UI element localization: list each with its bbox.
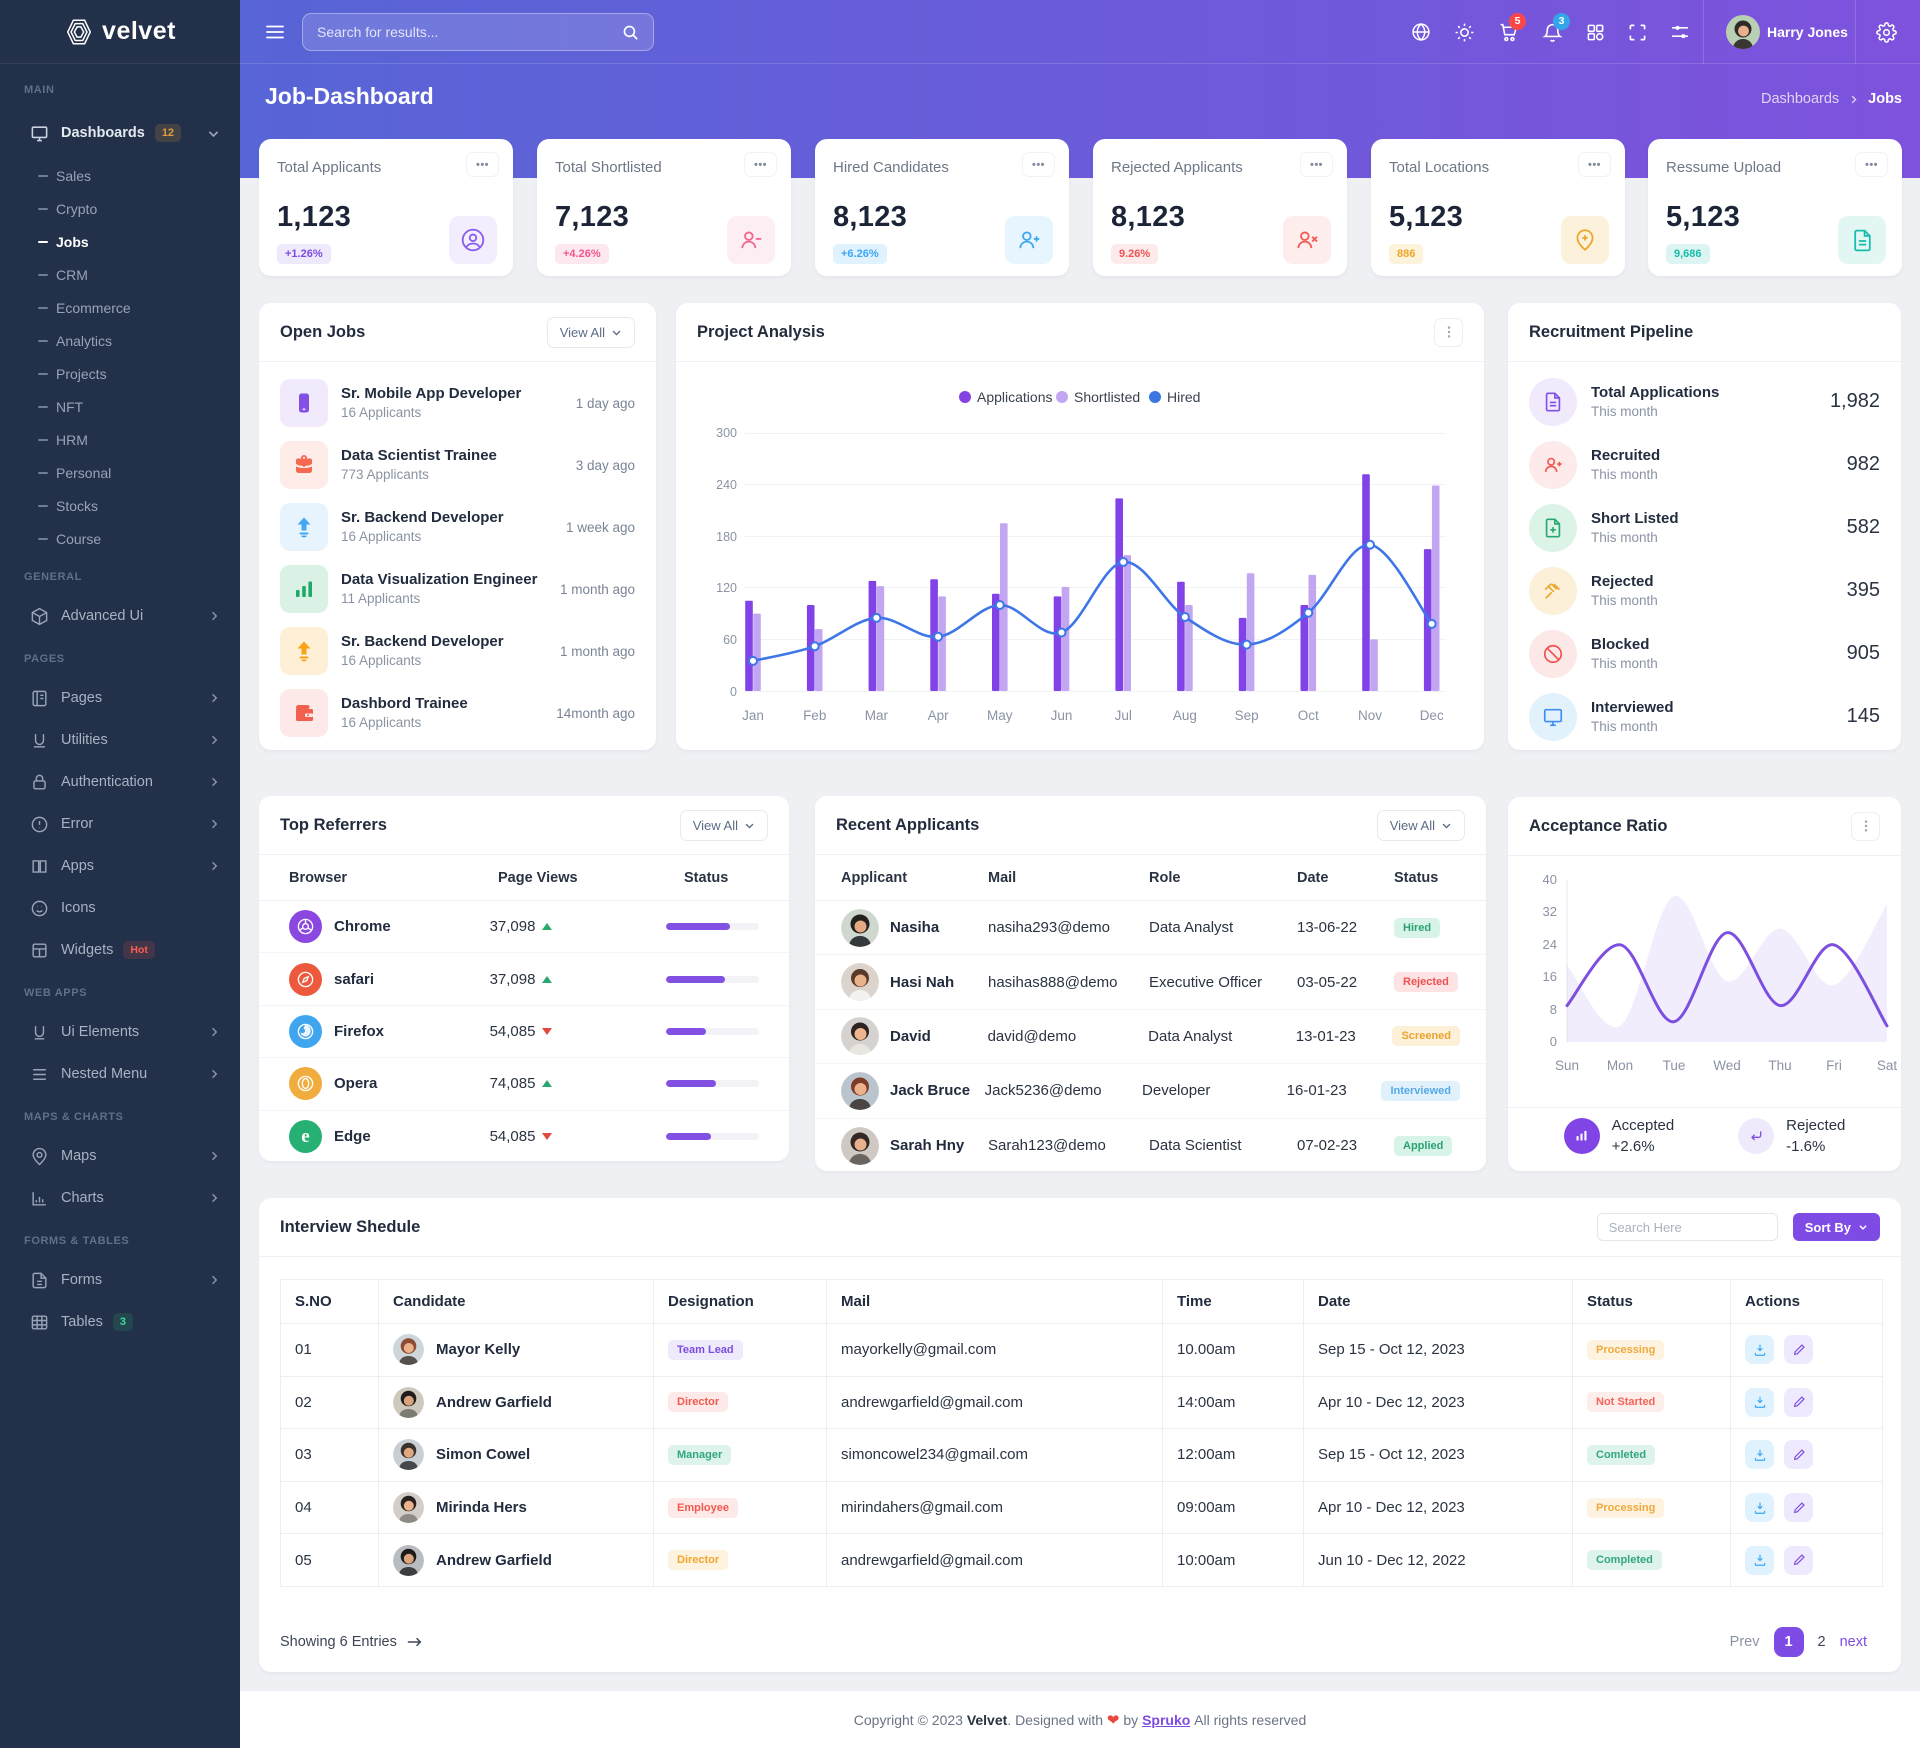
svg-text:Nov: Nov [1358,708,1382,723]
svg-text:180: 180 [716,530,737,544]
svg-text:Mar: Mar [865,708,889,723]
svg-text:Applications: Applications [977,389,1053,405]
svg-text:Hired: Hired [1167,389,1200,405]
svg-text:Aug: Aug [1173,708,1197,723]
svg-text:0: 0 [730,685,737,699]
svg-text:40: 40 [1543,872,1557,887]
svg-text:24: 24 [1543,937,1557,952]
svg-text:Dec: Dec [1420,708,1444,723]
svg-text:Sat: Sat [1877,1058,1898,1073]
svg-text:Oct: Oct [1298,708,1319,723]
svg-text:120: 120 [716,581,737,595]
svg-text:May: May [987,708,1013,723]
svg-text:Jun: Jun [1051,708,1073,723]
svg-text:Sep: Sep [1235,708,1259,723]
svg-text:Feb: Feb [803,708,826,723]
svg-text:Sun: Sun [1555,1058,1579,1073]
svg-text:8: 8 [1550,1002,1557,1017]
svg-text:Jan: Jan [742,708,764,723]
svg-text:16: 16 [1543,969,1557,984]
svg-text:300: 300 [716,426,737,440]
svg-text:Fri: Fri [1826,1058,1842,1073]
svg-text:240: 240 [716,478,737,492]
svg-text:60: 60 [723,633,737,647]
svg-text:0: 0 [1550,1034,1557,1049]
svg-text:Mon: Mon [1607,1058,1633,1073]
svg-text:Thu: Thu [1768,1058,1791,1073]
svg-text:32: 32 [1543,904,1557,919]
svg-text:Tue: Tue [1663,1058,1686,1073]
svg-text:Shortlisted: Shortlisted [1074,389,1140,405]
svg-text:Apr: Apr [928,708,950,723]
svg-text:Wed: Wed [1713,1058,1741,1073]
svg-text:Jul: Jul [1115,708,1132,723]
